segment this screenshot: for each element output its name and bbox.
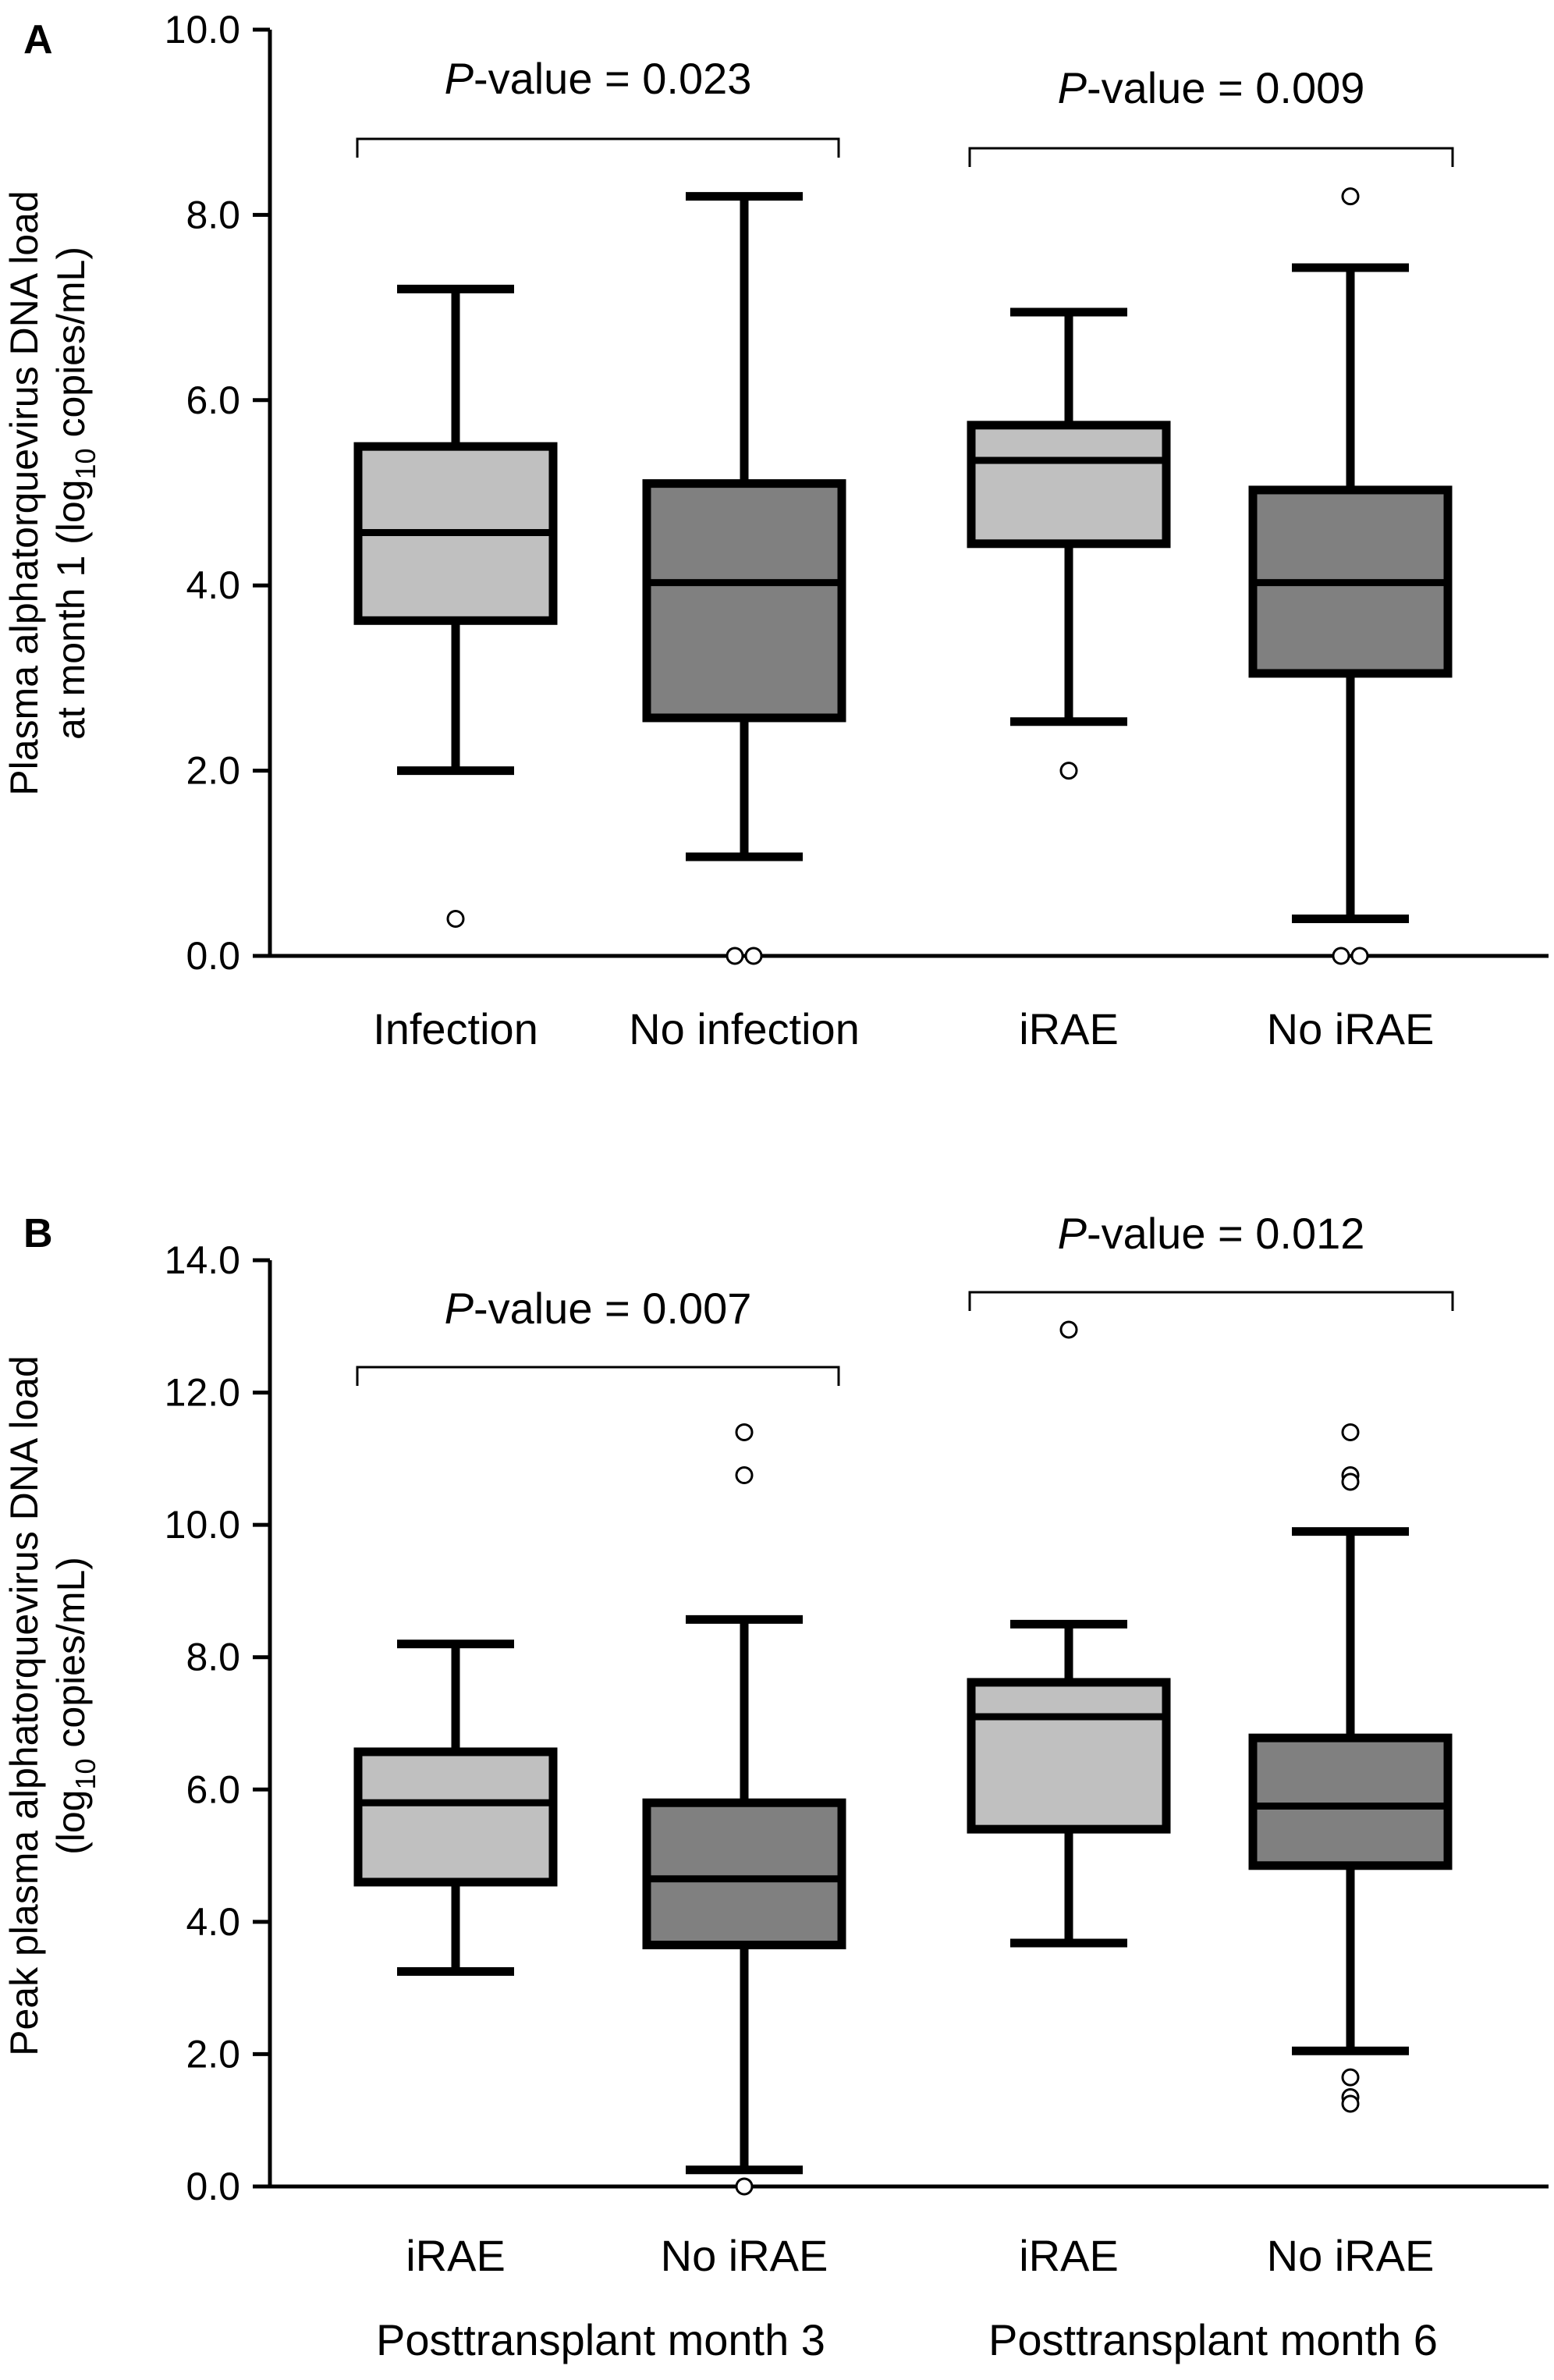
boxes-a xyxy=(353,187,1453,965)
y-axis-label-a-line1: Plasma alphatorquevirus DNA load xyxy=(2,190,46,795)
panel-b: B Peak plasma alphatorquevirus DNA load … xyxy=(2,1209,1549,2364)
outlier-point xyxy=(1341,1472,1360,1491)
outlier-point xyxy=(446,910,465,929)
y-axis-ticks-b: 0.0 2.0 4.0 6.0 8.0 10.0 12.0 14.0 xyxy=(165,1238,1549,2208)
outlier-point xyxy=(744,947,763,965)
panel-letter-a: A xyxy=(23,17,53,62)
y-tick-label: 6.0 xyxy=(186,1767,240,1811)
y-axis-label-b-line1: Peak plasma alphatorquevirus DNA load xyxy=(2,1355,46,2056)
boxes-b xyxy=(353,1320,1453,2196)
y-axis-label-a-line2: at month 1 (log10 copies/mL) xyxy=(49,247,101,740)
box-b-2 xyxy=(642,1423,846,2196)
outlier-point xyxy=(1059,1320,1078,1339)
p-value-label: P-value = 0.009 xyxy=(1058,63,1365,112)
outlier-point xyxy=(735,2177,754,2196)
iqr-box xyxy=(353,1747,558,1887)
x-category-label: No infection xyxy=(629,1004,860,1053)
comparison-bracket xyxy=(356,1366,840,1386)
y-tick-label: 4.0 xyxy=(186,1900,240,1944)
x-category-label: No iRAE xyxy=(1267,2231,1435,2280)
comparison-bracket xyxy=(356,137,840,158)
y-tick-label: 0.0 xyxy=(186,934,240,978)
x-category-label: No iRAE xyxy=(1267,1004,1435,1053)
y-tick-label: 2.0 xyxy=(186,2032,240,2076)
y-tick-label: 14.0 xyxy=(165,1238,240,1282)
box-b-3 xyxy=(967,1320,1171,1948)
p-value-label: P-value = 0.007 xyxy=(445,1284,752,1333)
outlier-point xyxy=(1341,2094,1360,2113)
outlier-point xyxy=(1341,2068,1360,2087)
p-value-label: P-value = 0.023 xyxy=(445,54,752,103)
box-b-4 xyxy=(1248,1423,1453,2113)
y-tick-label: 12.0 xyxy=(165,1371,240,1415)
iqr-box xyxy=(967,1678,1171,1834)
x-axis-categories-a: Infection No infection iRAE No iRAE xyxy=(373,1004,1434,1053)
outlier-point xyxy=(735,1466,754,1485)
y-tick-label: 4.0 xyxy=(186,563,240,607)
box-a-2 xyxy=(642,192,846,965)
comparison-bracket xyxy=(968,147,1454,167)
iqr-box xyxy=(1248,1733,1453,1870)
outlier-point xyxy=(1341,1423,1360,1441)
y-tick-label: 10.0 xyxy=(165,1503,240,1547)
y-tick-label: 8.0 xyxy=(186,1636,240,1679)
x-category-label: iRAE xyxy=(1019,1004,1119,1053)
x-group-label: Posttransplant month 6 xyxy=(988,2315,1438,2364)
x-category-label: iRAE xyxy=(1019,2231,1119,2280)
comparison-bracket xyxy=(968,1291,1454,1311)
box-a-1 xyxy=(353,284,558,929)
y-axis-label-b-line2: (log10 copies/mL) xyxy=(49,1557,101,1855)
y-tick-label: 0.0 xyxy=(186,2165,240,2208)
panel-letter-b: B xyxy=(23,1211,53,1256)
iqr-box xyxy=(642,479,846,723)
comparisons-b: P-value = 0.007 P-value = 0.012 xyxy=(356,1209,1454,1386)
x-category-label: Infection xyxy=(373,1004,538,1053)
y-tick-label: 2.0 xyxy=(186,749,240,793)
x-category-label: No iRAE xyxy=(661,2231,828,2280)
p-value-label: P-value = 0.012 xyxy=(1058,1209,1365,1258)
outlier-point xyxy=(1059,762,1078,780)
comparisons-a: P-value = 0.023 P-value = 0.009 xyxy=(356,54,1454,167)
box-a-3 xyxy=(967,307,1171,780)
outlier-point xyxy=(1350,947,1369,965)
outlier-point xyxy=(735,1423,754,1441)
panel-a: A Plasma alphatorquevirus DNA load at mo… xyxy=(2,8,1549,1053)
y-tick-label: 8.0 xyxy=(186,193,240,236)
x-axis-categories-b: iRAE No iRAE iRAE No iRAE xyxy=(406,2231,1434,2280)
x-axis-groups-b: Posttransplant month 3 Posttransplant mon… xyxy=(376,2315,1438,2364)
x-group-label: Posttransplant month 3 xyxy=(376,2315,825,2364)
outlier-point xyxy=(1332,947,1350,965)
outlier-point xyxy=(726,947,744,965)
x-category-label: iRAE xyxy=(406,2231,506,2280)
outlier-point xyxy=(1341,187,1360,206)
y-tick-label: 6.0 xyxy=(186,378,240,422)
iqr-box xyxy=(967,421,1171,549)
y-axis-ticks-a: 0.0 2.0 4.0 6.0 8.0 10.0 xyxy=(165,8,1549,978)
box-b-1 xyxy=(353,1639,558,1976)
box-a-4 xyxy=(1248,187,1453,965)
iqr-box xyxy=(642,1798,846,1950)
y-tick-label: 10.0 xyxy=(165,8,240,52)
